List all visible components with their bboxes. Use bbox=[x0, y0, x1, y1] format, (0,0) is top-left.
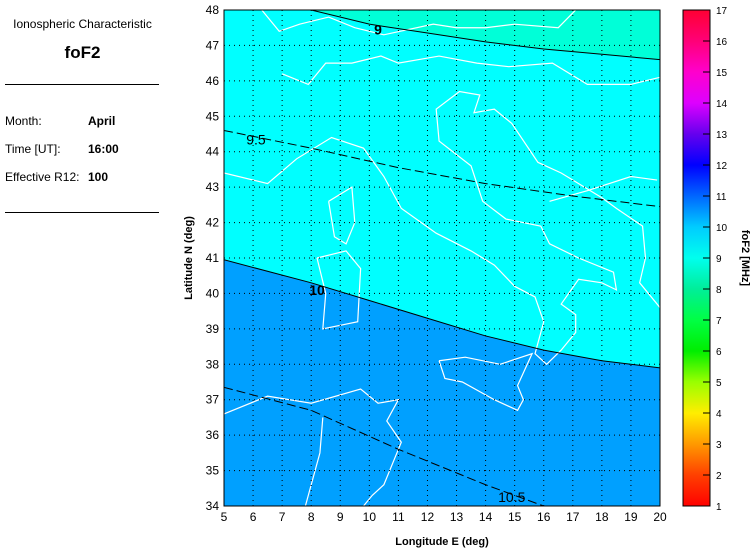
colorbar-tick-label: 11 bbox=[716, 192, 727, 203]
y-tick-label: 41 bbox=[206, 251, 220, 265]
panel-title: Ionospheric Characteristic bbox=[13, 17, 152, 31]
colorbar-tick-label: 2 bbox=[716, 471, 722, 482]
y-tick-label: 42 bbox=[206, 216, 220, 230]
coastlines bbox=[224, 10, 660, 506]
x-tick-label: 7 bbox=[279, 510, 286, 524]
colorbar-tick-label: 3 bbox=[716, 440, 722, 451]
coastline bbox=[224, 388, 402, 506]
region-above-10 bbox=[224, 259, 660, 506]
contour-line-10.5 bbox=[224, 386, 544, 506]
x-tick-label: 12 bbox=[421, 510, 435, 524]
y-tick-label: 36 bbox=[206, 428, 220, 442]
x-tick-label: 5 bbox=[221, 510, 228, 524]
y-tick-label: 44 bbox=[206, 145, 220, 159]
divider bbox=[5, 212, 159, 213]
coastline bbox=[281, 55, 660, 86]
colorbar-tick-label: 8 bbox=[716, 285, 722, 296]
contour-label: 10.5 bbox=[498, 489, 525, 505]
y-tick-label: 45 bbox=[206, 109, 220, 123]
contour-label: 9.5 bbox=[246, 131, 266, 147]
colorbar-tick-label: 6 bbox=[716, 347, 722, 358]
parameter-name: foF2 bbox=[64, 43, 101, 62]
colorbar-tick-label: 1 bbox=[716, 502, 722, 513]
x-tick-label: 9 bbox=[337, 510, 344, 524]
x-tick-label: 16 bbox=[537, 510, 551, 524]
contour-label: 9 bbox=[374, 21, 382, 37]
colorbar-tick-label: 4 bbox=[716, 409, 722, 420]
colorbar-tick-label: 15 bbox=[716, 68, 728, 79]
coastline bbox=[549, 175, 658, 202]
coastline bbox=[261, 10, 577, 36]
colorbar-tick-label: 16 bbox=[716, 37, 728, 48]
colorbar-tick-label: 13 bbox=[716, 130, 728, 141]
colorbar-tick-label: 12 bbox=[716, 161, 728, 172]
x-tick-label: 14 bbox=[479, 510, 493, 524]
month-label: Month: bbox=[5, 114, 42, 128]
contour-fill bbox=[224, 10, 660, 506]
colorbar-tick-label: 14 bbox=[716, 99, 728, 110]
contour-line-9 bbox=[311, 10, 660, 61]
x-tick-label: 18 bbox=[595, 510, 609, 524]
coastline bbox=[316, 250, 362, 330]
month-value: April bbox=[88, 114, 116, 128]
x-axis-label: Longitude E (deg) bbox=[395, 536, 489, 548]
colorbar-tick-label: 5 bbox=[716, 378, 722, 389]
time-value: 16:00 bbox=[88, 142, 119, 156]
colorbar-tick-label: 7 bbox=[716, 316, 722, 327]
x-tick-label: 6 bbox=[250, 510, 257, 524]
divider bbox=[5, 84, 159, 85]
y-tick-label: 47 bbox=[206, 38, 220, 52]
time-label: Time [UT]: bbox=[5, 142, 61, 156]
y-tick-label: 37 bbox=[206, 393, 220, 407]
y-axis-label: Latitude N (deg) bbox=[183, 216, 195, 300]
y-tick-label: 35 bbox=[206, 464, 220, 478]
r12-value: 100 bbox=[88, 170, 109, 184]
y-tick-label: 39 bbox=[206, 322, 220, 336]
contour-line-10 bbox=[224, 259, 660, 369]
coastline bbox=[304, 417, 324, 506]
x-tick-label: 10 bbox=[363, 510, 377, 524]
y-tick-label: 38 bbox=[206, 357, 220, 371]
coastline bbox=[328, 186, 356, 245]
r12-label: Effective R12: bbox=[5, 170, 80, 184]
x-tick-label: 17 bbox=[566, 510, 580, 524]
contour-lines: 9 9.5 10 10.5 bbox=[224, 10, 660, 506]
colorbar-tick-label: 10 bbox=[716, 223, 728, 234]
contour-line-9.5 bbox=[224, 129, 660, 208]
x-tick-label: 8 bbox=[308, 510, 315, 524]
x-tick-label: 20 bbox=[653, 510, 667, 524]
region-below-9 bbox=[311, 10, 660, 60]
y-tick-label: 43 bbox=[206, 180, 220, 194]
y-tick-label: 34 bbox=[206, 499, 220, 513]
colorbar-tick-label: 9 bbox=[716, 254, 722, 265]
contour-label: 10 bbox=[309, 282, 325, 298]
x-tick-label: 13 bbox=[450, 510, 464, 524]
x-tick-label: 19 bbox=[624, 510, 638, 524]
coastline bbox=[224, 90, 660, 366]
colorbar-label: foF2 [MHz] bbox=[739, 230, 751, 287]
x-tick-label: 11 bbox=[392, 510, 405, 524]
y-tick-label: 48 bbox=[206, 3, 220, 17]
y-tick-label: 46 bbox=[206, 74, 220, 88]
y-tick-label: 40 bbox=[206, 286, 220, 300]
x-tick-label: 15 bbox=[508, 510, 522, 524]
map-frame bbox=[223, 9, 661, 507]
colorbar-tick-label: 17 bbox=[716, 6, 728, 17]
